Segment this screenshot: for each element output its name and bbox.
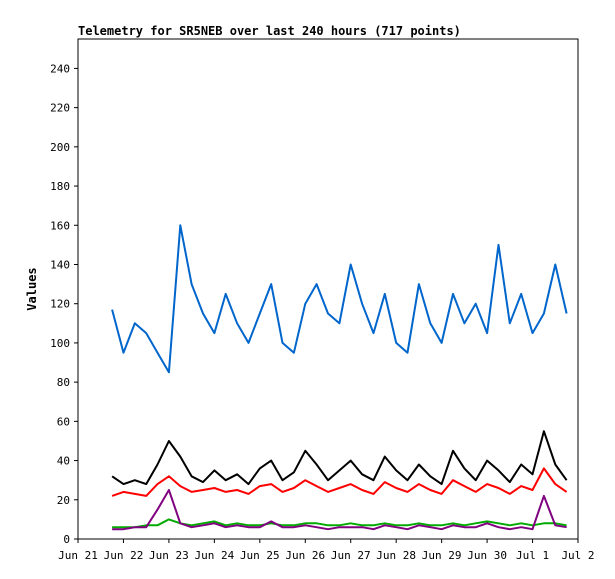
y-tick-label: 200 — [50, 141, 70, 154]
y-tick-label: 120 — [50, 298, 70, 311]
series-line-2 — [111, 467, 568, 497]
x-tick-label: Jun 24 — [194, 549, 234, 562]
y-tick-label: 40 — [57, 455, 70, 468]
y-tick-label: 240 — [50, 62, 70, 75]
x-tick-label: Jun 29 — [422, 549, 462, 562]
y-tick-label: 60 — [57, 415, 70, 428]
x-tick-label: Jun 23 — [149, 549, 189, 562]
x-axis: Jun 21 Jun 22 Jun 23 Jun 24 Jun 25 Jun 26 Jun … — [58, 539, 595, 562]
y-axis-title: Values — [25, 267, 39, 310]
y-tick-label: 180 — [50, 180, 70, 193]
x-tick-label: Jun 26 — [285, 549, 325, 562]
x-tick-label: Jun 25 — [240, 549, 280, 562]
series-line-0 — [111, 224, 568, 374]
y-tick-label: 140 — [50, 258, 70, 271]
y-tick-label: 80 — [57, 376, 70, 389]
x-tick-label: Jul 1 — [516, 549, 549, 562]
y-tick-label: 100 — [50, 337, 70, 350]
x-tick-label: Jul 2 — [561, 549, 594, 562]
y-axis: 0 20 40 60 80 100 120 140 160 180 200 220 240 — [50, 62, 78, 546]
y-tick-label: 160 — [50, 219, 70, 232]
series-line-4 — [112, 489, 567, 531]
y-tick-label: 0 — [63, 533, 70, 546]
chart-title: Telemetry for SR5NEB over last 240 hours… — [78, 24, 461, 38]
series-line-3 — [112, 518, 567, 529]
x-tick-label: Jun 22 — [104, 549, 144, 562]
x-tick-label: Jun 21 — [58, 549, 98, 562]
plot-area-frame — [77, 38, 579, 540]
y-tick-label: 220 — [50, 102, 70, 115]
x-tick-label: Jun 30 — [467, 549, 507, 562]
y-tick-label: 20 — [57, 494, 70, 507]
series-line-1 — [111, 430, 568, 486]
x-tick-label: Jun 27 — [331, 549, 371, 562]
x-tick-label: Jun 28 — [376, 549, 416, 562]
series-group — [111, 224, 568, 531]
